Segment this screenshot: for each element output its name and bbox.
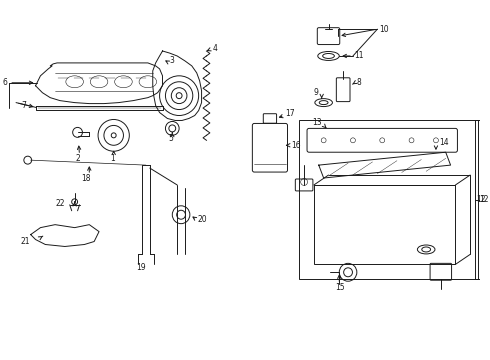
Text: 13: 13 [312, 118, 321, 127]
Text: 12: 12 [476, 195, 486, 204]
Text: 15: 15 [335, 283, 345, 292]
Text: 14: 14 [439, 138, 448, 147]
Text: 1: 1 [110, 154, 115, 163]
Text: 6: 6 [2, 78, 7, 87]
Bar [299, 121, 475, 279]
Text: 12: 12 [479, 195, 489, 204]
Text: 20: 20 [197, 215, 207, 224]
Text: 17: 17 [286, 109, 295, 118]
Text: 19: 19 [136, 263, 146, 272]
Text: 10: 10 [379, 25, 389, 34]
Text: 3: 3 [170, 57, 174, 66]
Text: 22: 22 [55, 199, 65, 208]
Text: 9: 9 [314, 88, 319, 97]
Text: 2: 2 [75, 154, 80, 163]
Text: 11: 11 [354, 51, 364, 60]
Text: 5: 5 [168, 134, 173, 143]
Bar [314, 185, 456, 264]
Text: 8: 8 [357, 78, 362, 87]
Text: 4: 4 [212, 44, 217, 53]
Text: 7: 7 [21, 101, 26, 110]
Text: 16: 16 [292, 141, 301, 150]
Text: 18: 18 [81, 174, 91, 183]
Text: 21: 21 [21, 237, 30, 246]
